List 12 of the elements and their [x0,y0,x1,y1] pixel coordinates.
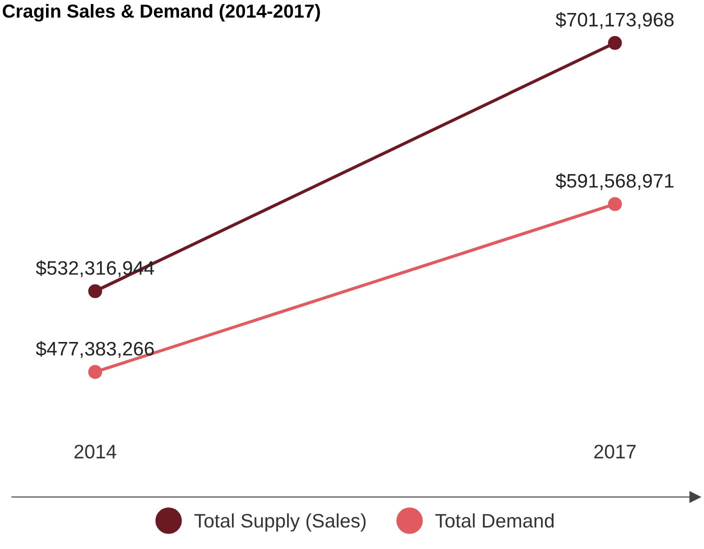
point [608,197,622,212]
chart-title: Cragin Sales & Demand (2014-2017) [2,4,320,22]
x-tick-label: 2017 [594,444,636,459]
legend-label: Total Supply (Sales) [194,513,366,532]
point [88,365,102,379]
legend-label: Total Demand [435,513,554,528]
data-label: $591,568,971 [556,173,674,190]
data-label: $477,383,266 [36,341,154,358]
data-label: $701,173,968 [556,12,674,29]
point [88,284,102,298]
x-tick-label: 2014 [74,444,116,459]
point [608,36,622,50]
